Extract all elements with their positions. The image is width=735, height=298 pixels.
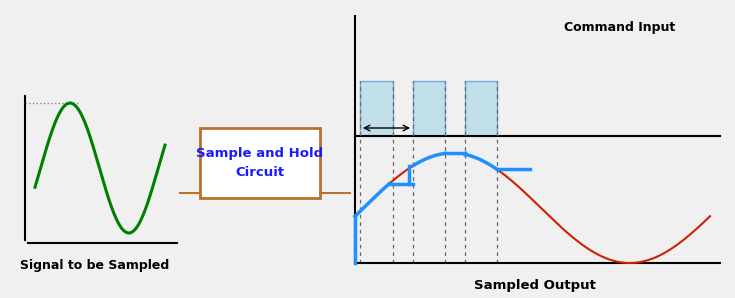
Text: Sample and Hold
Circuit: Sample and Hold Circuit [196, 148, 323, 179]
FancyBboxPatch shape [200, 128, 320, 198]
Bar [413, 81, 445, 136]
Text: Command Input: Command Input [564, 21, 675, 34]
Text: Sampled Output: Sampled Output [474, 279, 596, 291]
Text: Signal to be Sampled: Signal to be Sampled [20, 258, 169, 271]
Bar [360, 81, 393, 136]
Bar [465, 81, 497, 136]
